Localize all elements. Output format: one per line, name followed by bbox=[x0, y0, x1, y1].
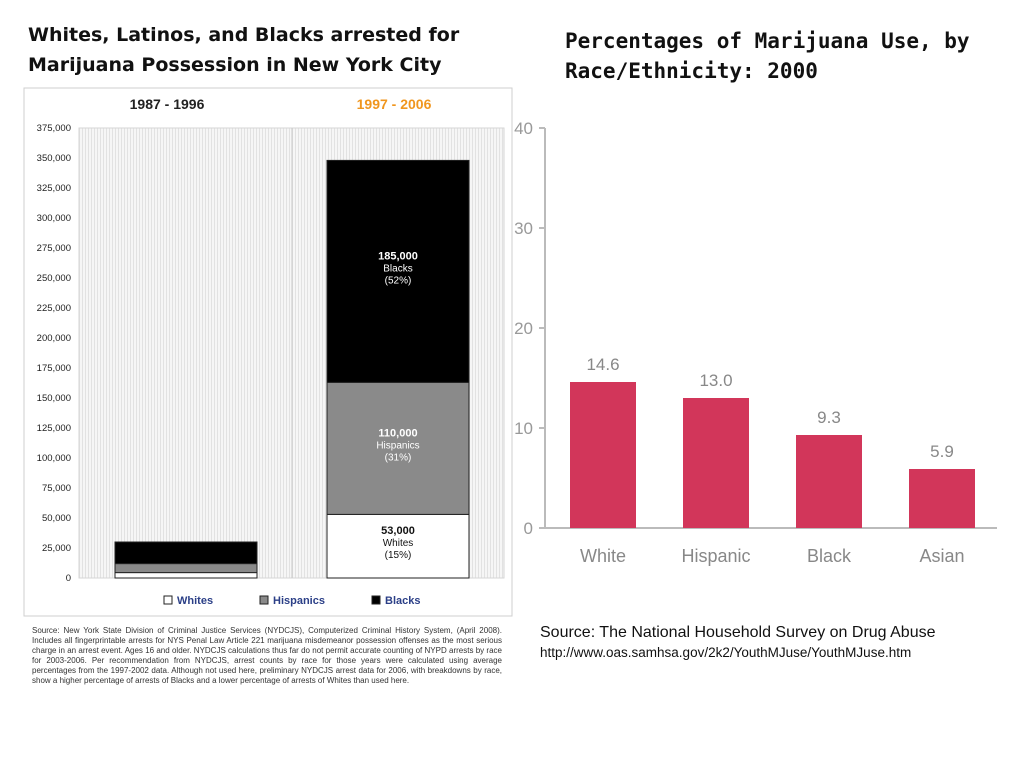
y-tick-label: 150,000 bbox=[37, 393, 71, 404]
y-tick-label: 0 bbox=[524, 519, 533, 538]
right-source-url: http://www.oas.samhsa.gov/2k2/YouthMJuse… bbox=[540, 645, 912, 660]
bar-value-label: 14.6 bbox=[586, 355, 619, 374]
bar-data-label: 53,000 Whites (15%) bbox=[381, 525, 415, 561]
right-chart-source: Source: The National Household Survey on… bbox=[540, 623, 1020, 663]
bar-hispanic bbox=[683, 398, 749, 528]
legend-label-blacks: Blacks bbox=[385, 595, 420, 607]
bar-segment-hispanics bbox=[114, 563, 258, 574]
bar-white bbox=[570, 382, 636, 528]
y-tick-label: 20 bbox=[514, 319, 533, 338]
y-tick-label: 40 bbox=[514, 119, 533, 138]
bar-data-label: 110,000 Hispanics (31%) bbox=[376, 427, 419, 463]
left-chart-source-note: Source: New York State Division of Crimi… bbox=[32, 626, 502, 685]
bar-asian bbox=[909, 469, 975, 528]
legend-swatch-hispanics bbox=[259, 595, 269, 605]
marijuana-use-bar-chart: 0 10 20 30 40 14.6 White 13.0 Hispanic 9.3 Black 5.… bbox=[514, 119, 997, 566]
y-tick-label: 300,000 bbox=[37, 213, 71, 224]
bar-segment-blacks bbox=[326, 159, 470, 383]
y-tick-label: 10 bbox=[514, 419, 533, 438]
legend-label-whites: Whites bbox=[177, 595, 213, 607]
y-tick-label: 100,000 bbox=[37, 453, 71, 464]
bar-black bbox=[796, 435, 862, 528]
y-tick-label: 0 bbox=[66, 573, 71, 584]
y-tick-label: 175,000 bbox=[37, 363, 71, 374]
period-header: 1997 - 2006 bbox=[357, 96, 432, 112]
bar-segment-hispanics bbox=[326, 381, 470, 515]
y-tick-label: 25,000 bbox=[42, 543, 71, 554]
bar-data-label: 185,000 Blacks (52%) bbox=[378, 250, 418, 286]
y-tick-label: 75,000 bbox=[42, 483, 71, 494]
y-tick-label: 250,000 bbox=[37, 273, 71, 284]
bar-value-label: 5.9 bbox=[930, 442, 954, 461]
x-category-label: Asian bbox=[919, 546, 964, 566]
period-header: 1987 - 1996 bbox=[130, 96, 205, 112]
y-tick-label: 375,000 bbox=[37, 123, 71, 134]
right-chart-title: Percentages of Marijuana Use, by Race/Et… bbox=[565, 29, 970, 83]
y-tick-label: 50,000 bbox=[42, 513, 71, 524]
bar-segment-blacks bbox=[114, 541, 258, 565]
y-tick-label: 275,000 bbox=[37, 243, 71, 254]
legend-swatch-whites bbox=[163, 595, 173, 605]
y-tick-label: 350,000 bbox=[37, 153, 71, 164]
x-category-label: Black bbox=[807, 546, 852, 566]
y-tick-label: 125,000 bbox=[37, 423, 71, 434]
left-chart-title: Whites, Latinos, and Blacks arrested for… bbox=[28, 24, 460, 76]
y-tick-label: 225,000 bbox=[37, 303, 71, 314]
arrests-stacked-bar-chart: 0 25,000 50,000 75,000 100,000 125,000 150,000… bbox=[23, 87, 513, 617]
y-tick-label: 200,000 bbox=[37, 333, 71, 344]
bar-value-label: 9.3 bbox=[817, 408, 841, 427]
bar-segment-whites bbox=[114, 572, 258, 579]
x-category-label: White bbox=[580, 546, 626, 566]
legend-swatch-blacks bbox=[371, 595, 381, 605]
bar-value-label: 13.0 bbox=[699, 371, 732, 390]
y-tick-label: 325,000 bbox=[37, 183, 71, 194]
y-tick-label: 30 bbox=[514, 219, 533, 238]
legend-label-hispanics: Hispanics bbox=[273, 595, 325, 607]
right-source-text: Source: The National Household Survey on… bbox=[540, 624, 936, 641]
x-category-label: Hispanic bbox=[681, 546, 750, 566]
